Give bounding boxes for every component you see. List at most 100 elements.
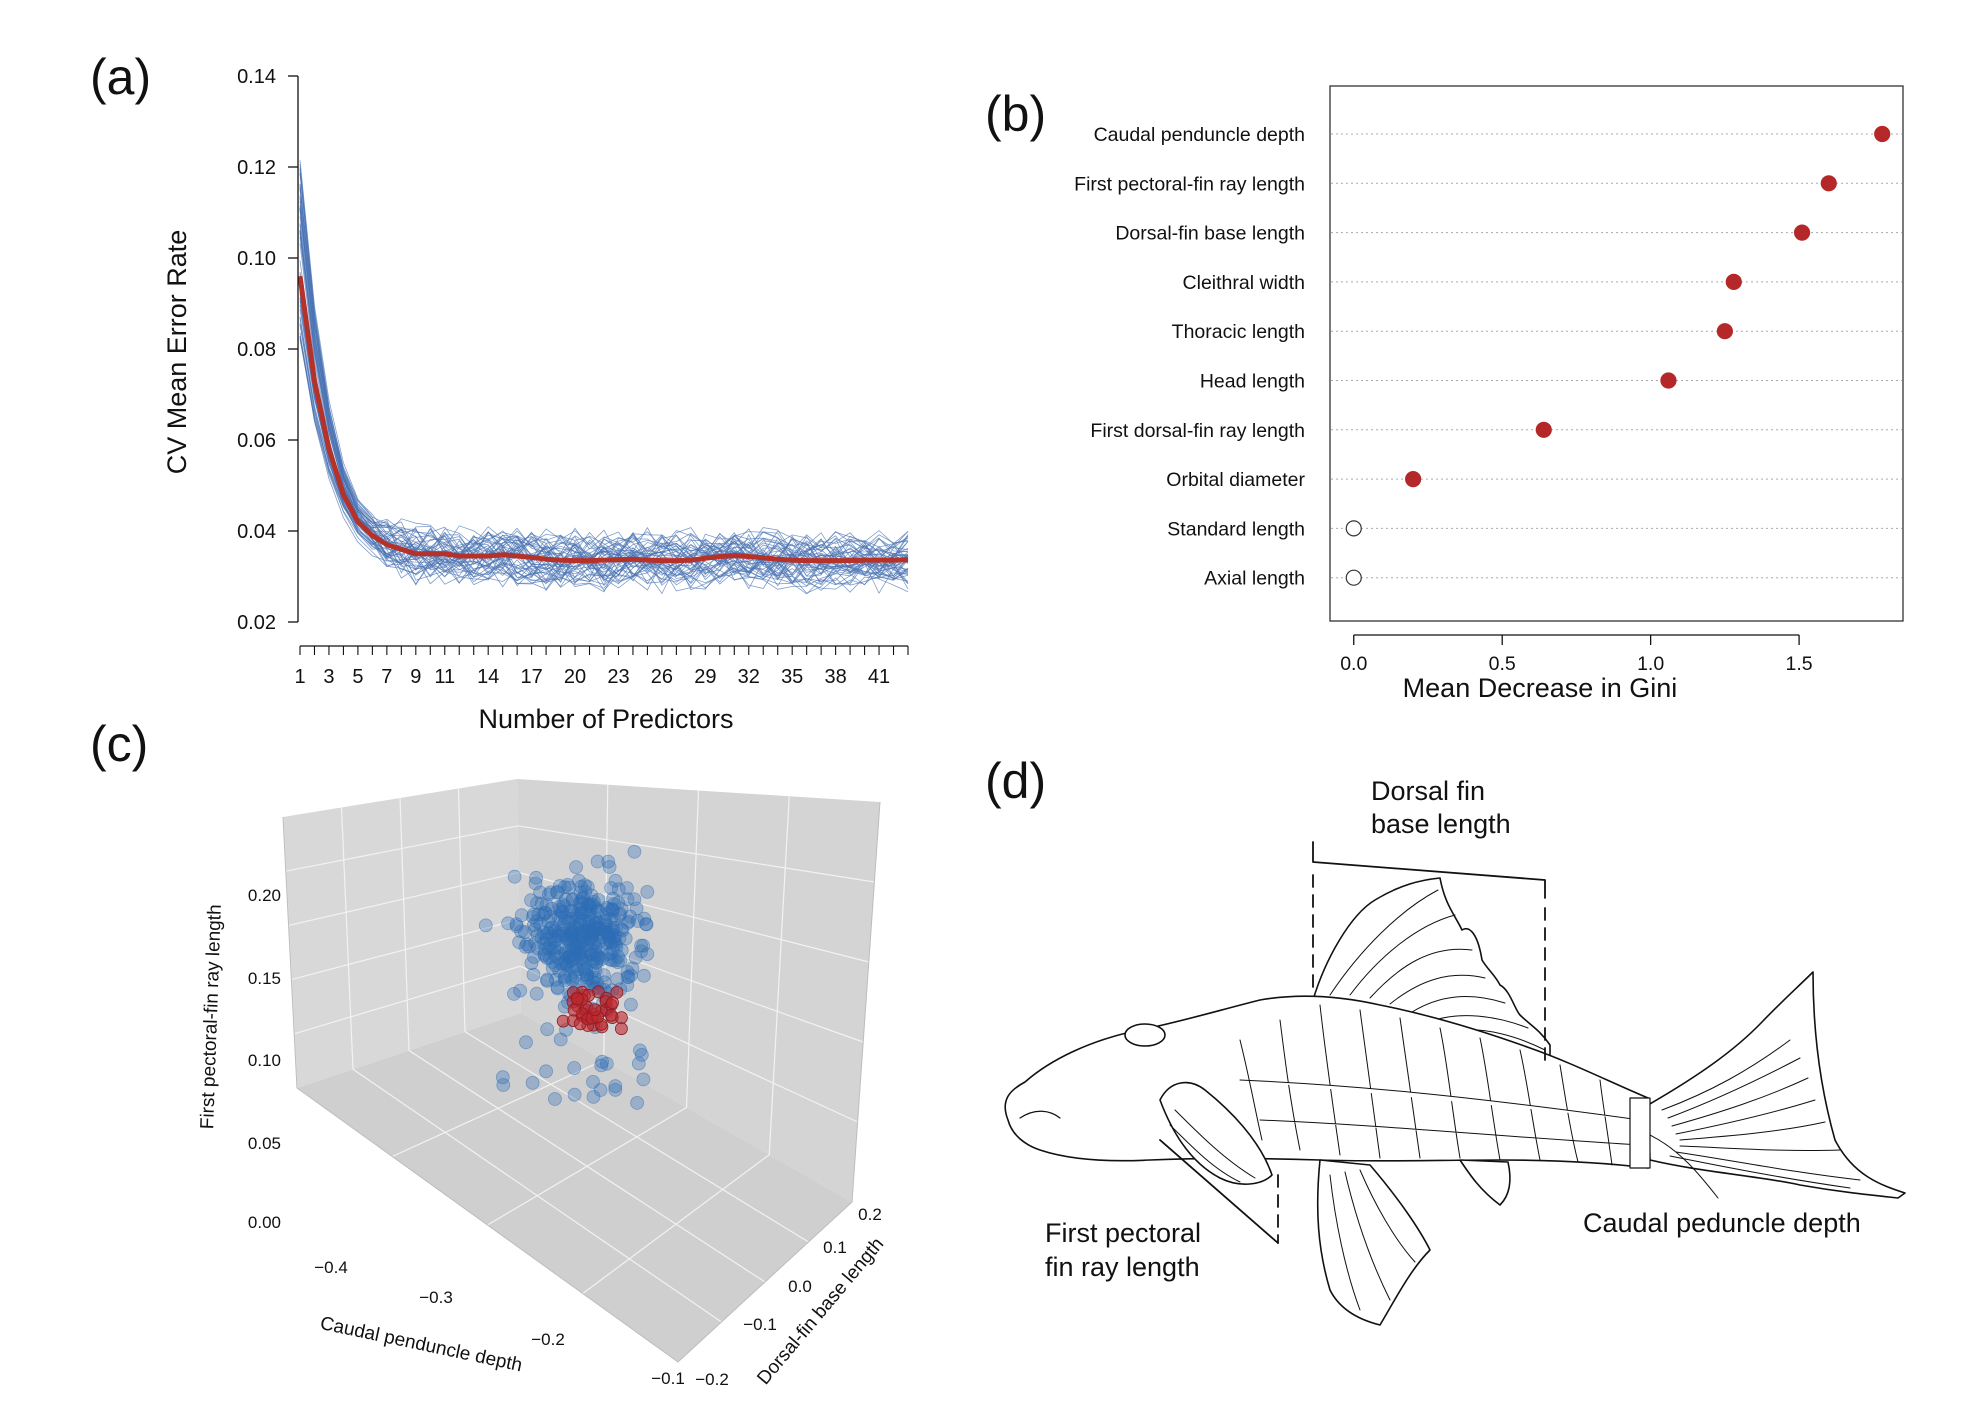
replicate-line [299, 271, 909, 570]
dorsal-fin-label-line1: Dorsal fin [1371, 776, 1485, 806]
replicate-line [299, 195, 909, 567]
replicate-line [299, 332, 909, 571]
replicate-line [299, 233, 909, 566]
replicate-line [299, 208, 909, 573]
data-point-group1 [548, 972, 563, 987]
data-point-group1 [519, 1035, 533, 1050]
data-point-group1 [537, 926, 551, 940]
data-point-group1 [587, 970, 602, 985]
panel-b-x-axis: 0.0 0.5 1.0 1.5 [1340, 634, 1813, 675]
data-point-group1 [527, 922, 542, 937]
variable-label: Standard length [1167, 518, 1305, 540]
data-point-group1 [576, 913, 591, 928]
floor-gridline [582, 1154, 770, 1294]
replicate-line [299, 223, 909, 569]
data-point-group1 [586, 1075, 600, 1089]
y-tick-label: −0.2 [695, 1370, 729, 1389]
data-point-group1 [545, 920, 560, 935]
data-point-group1 [478, 918, 493, 933]
data-point-group1 [533, 917, 548, 932]
data-point-group2 [604, 1008, 618, 1022]
replicate-line [299, 337, 909, 559]
data-point-group1 [627, 844, 642, 859]
data-point-group1 [599, 1056, 614, 1071]
x-tick-label: 14 [477, 666, 499, 688]
importance-point [1725, 273, 1742, 290]
data-point-group1 [590, 903, 605, 917]
data-point-group1 [590, 915, 604, 930]
x-axis-title: Caudal penduncle depth [318, 1313, 524, 1376]
y-tick-label: 0.08 [237, 339, 276, 361]
x-tick-label: 0.0 [1340, 653, 1367, 675]
box-floor [297, 1013, 852, 1362]
data-point-group2 [588, 1003, 602, 1017]
x-tick-label: 29 [694, 666, 716, 688]
replicate-line [299, 186, 909, 582]
data-point-group1 [580, 967, 594, 982]
variable-label: Axial length [1204, 568, 1305, 590]
x-tick-label: 7 [381, 666, 392, 688]
data-point-group1 [529, 870, 543, 885]
data-point-group1 [496, 1078, 511, 1092]
importance-point [1345, 520, 1362, 537]
z-tick-label: 0.15 [248, 969, 281, 988]
measurement-lines [1159, 841, 1719, 1244]
data-point-group1 [569, 938, 583, 953]
data-point-group1 [604, 927, 619, 942]
data-point-group1 [586, 1090, 601, 1104]
replicate-lines [299, 160, 909, 595]
data-point-group1 [611, 895, 626, 910]
replicate-line [299, 309, 909, 562]
pelvic-fin [1316, 1159, 1431, 1326]
x-axis-title: Mean Decrease in Gini [1403, 673, 1678, 703]
side-wall-gridline [685, 790, 700, 1108]
data-point-group1 [526, 907, 541, 922]
panel-a-line-chart: 0.020.040.060.080.100.120.141 3 5 7 9 11 14 17 2… [162, 66, 909, 734]
importance-point [1820, 175, 1837, 192]
point-cloud [478, 844, 655, 1110]
data-point-group1 [509, 919, 524, 934]
data-point-group1 [640, 885, 655, 899]
z-tick-label: 0.10 [248, 1051, 281, 1070]
data-point-group1 [530, 896, 544, 911]
data-point-group1 [631, 1056, 646, 1071]
replicate-line [299, 297, 909, 584]
floor-gridline [487, 1106, 687, 1226]
replicate-line [299, 324, 909, 579]
x-tick-label: −0.3 [419, 1288, 453, 1307]
data-point-group2 [615, 1022, 628, 1036]
variable-label: Thoracic length [1172, 321, 1305, 343]
data-point-group1 [621, 970, 636, 984]
x-tick-label: −0.2 [531, 1330, 565, 1349]
box-edges [282, 801, 881, 1363]
data-point-group1 [613, 953, 628, 968]
fish-body [1004, 995, 1651, 1169]
x-tick-label: 38 [824, 666, 846, 688]
variable-label: Caudal penduncle depth [1094, 124, 1305, 146]
data-point-group2 [570, 992, 584, 1006]
replicate-line [299, 236, 909, 576]
variable-label: Head length [1200, 371, 1305, 393]
x-tick-label: 9 [410, 666, 421, 688]
data-point-group1 [501, 916, 516, 931]
x-tick-label: 11 [434, 666, 455, 688]
data-point-group1 [495, 1070, 510, 1085]
box-side-wall [517, 779, 880, 1202]
replicate-line [299, 292, 909, 585]
replicate-line [299, 293, 909, 558]
data-point-group1 [522, 939, 536, 954]
replicate-line [299, 260, 909, 573]
data-point-group1 [526, 967, 541, 982]
variable-label: First pectoral-fin ray length [1074, 173, 1305, 195]
back-wall-gridline [291, 918, 520, 981]
data-point-group1 [604, 881, 618, 895]
data-point-group2 [567, 1003, 581, 1017]
data-point-group1 [571, 947, 586, 962]
side-wall-gridline [768, 796, 790, 1155]
x-tick-label: −0.4 [314, 1258, 348, 1277]
pectoral-label-line1: First pectoral [1045, 1218, 1201, 1248]
y-tick-label: 0.12 [237, 157, 276, 179]
data-point-group1 [553, 1032, 568, 1047]
variable-label: Orbital diameter [1166, 469, 1305, 491]
data-point-group1 [572, 873, 586, 888]
